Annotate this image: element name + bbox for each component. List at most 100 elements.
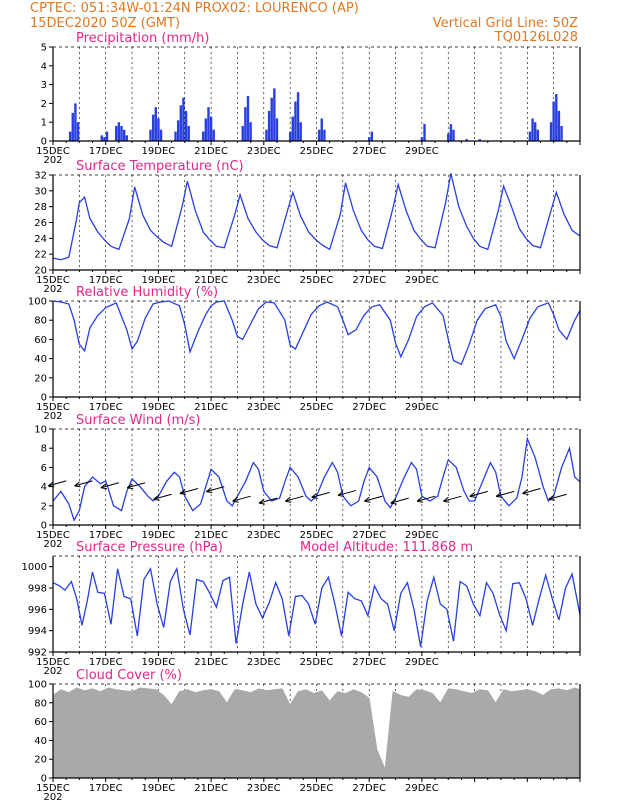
precipitation-bar (207, 107, 210, 141)
panel-6: Cloud Cover (%) 0 20 40 60 80 100 15DEC 17DEC 19D… (28, 668, 581, 800)
wind-arrow (232, 495, 251, 502)
precipitation-bar (294, 101, 297, 141)
panel-4: Surface Wind (m/s) 0 2 4 6 8 10 15DEC 17DEC 19DEC… (34, 413, 581, 550)
series-line (52, 173, 581, 261)
precipitation-bar (288, 131, 292, 141)
x-tick-label: 19DEC (142, 402, 176, 413)
y-tick-label: 8 (41, 444, 47, 455)
y-tick-label: 100 (28, 680, 47, 691)
y-tick-label: 3 (41, 80, 47, 91)
precipitation-bar (244, 107, 247, 141)
wind-arrow-head (548, 494, 555, 501)
precipitation-bar (174, 131, 177, 141)
x-tick-label: 17DEC (89, 530, 123, 541)
precipitation-bar (317, 129, 321, 141)
precipitation-bar (184, 110, 188, 141)
precipitation-bar (246, 95, 250, 141)
precipitation-bar (212, 129, 215, 141)
precipitation-bar (179, 105, 182, 141)
x-tick-label: 27DEC (352, 783, 386, 794)
precipitation-bar (267, 110, 271, 141)
y-tick-label: 28 (34, 202, 47, 213)
precipitation-bar (103, 137, 106, 141)
y-tick-label: 22 (34, 250, 47, 261)
panel-subtitle: Model Altitude: 111.868 m (300, 540, 473, 555)
panels: Precipitation (mm/h) 0 1 2 3 4 5 15DEC 17DEC 19DE… (22, 31, 581, 800)
x-tick-label: 15DEC (36, 530, 70, 541)
panel-title: Cloud Cover (%) (76, 668, 182, 683)
y-tick-label: 10 (34, 425, 47, 436)
y-tick-label: 1 (41, 118, 47, 129)
x-tick-label: 19DEC (142, 783, 176, 794)
x-tick-label: 25DEC (300, 402, 334, 413)
precipitation-bar (320, 118, 323, 141)
y-tick-label: 992 (28, 648, 47, 659)
y-tick-label: 994 (28, 626, 47, 637)
panel-title: Surface Temperature (nC) (76, 159, 244, 174)
precipitation-bar (176, 120, 180, 141)
x-tick-label: 15DEC (36, 146, 70, 157)
x-tick-label: 23DEC (247, 783, 281, 794)
precipitation-bar (536, 129, 540, 141)
panel-title: Precipitation (mm/h) (76, 31, 209, 46)
y-tick-label: 2 (41, 501, 47, 512)
y-tick-label: 0 (41, 521, 47, 532)
wind-arrow-head (100, 483, 107, 490)
wind-arrow-head (469, 492, 476, 498)
precipitation-bar (182, 97, 185, 141)
precipitation-bar (265, 129, 268, 141)
x-tick-label: 17DEC (89, 275, 123, 286)
panel-title: Surface Wind (m/s) (76, 413, 200, 428)
precipitation-bar (187, 125, 190, 141)
precipitation-bar (528, 131, 532, 141)
wind-arrow-head (522, 489, 529, 496)
series-line (52, 566, 581, 647)
precipitation-bar (249, 122, 252, 141)
precipitation-bar (100, 135, 103, 141)
wind-arrow-head (126, 483, 134, 490)
x-tick-label: 23DEC (247, 657, 281, 668)
x-tick-label: 17DEC (89, 402, 123, 413)
x-tick-label: 29DEC (405, 275, 439, 286)
wind-arrow (495, 490, 515, 497)
precipitation-bar (449, 124, 453, 141)
wind-arrow-head (205, 487, 213, 494)
precipitation-bar (531, 118, 534, 141)
x-tick-label: 27DEC (352, 402, 386, 413)
y-tick-label: 40 (34, 354, 47, 365)
x-tick-label: 17DEC (89, 146, 123, 157)
year-label: 202 (43, 284, 62, 295)
precipitation-bar (105, 131, 109, 141)
header-grid-line-note: Vertical Grid Line: 50Z (433, 16, 578, 31)
x-tick-label: 29DEC (405, 402, 439, 413)
x-tick-label: 19DEC (142, 657, 176, 668)
wind-arrow (153, 493, 172, 500)
precipitation-bar (275, 118, 279, 141)
precipitation-bar (159, 129, 163, 141)
precipitation-bar (71, 112, 74, 141)
x-tick-label: 21DEC (194, 783, 228, 794)
panel-3: Relative Humidity (%) 0 20 40 60 80 100 15DEC 17… (28, 285, 581, 422)
x-tick-label: 17DEC (89, 783, 123, 794)
precipitation-bar (560, 125, 563, 141)
wind-arrow-head (364, 496, 371, 503)
wind-arrow (416, 495, 436, 502)
precipitation-bar (273, 88, 276, 141)
cloud-cover-area (52, 687, 581, 779)
x-tick-label: 15DEC (36, 657, 70, 668)
precipitation-bar (115, 125, 118, 141)
year-label: 202 (43, 666, 62, 677)
panel-title: Surface Pressure (hPa) (76, 540, 223, 555)
panel-2: Surface Temperature (nC) 20 22 24 26 28 30 32 15… (34, 159, 581, 295)
y-tick-label: 4 (41, 61, 47, 72)
y-tick-label: 26 (34, 218, 47, 229)
y-tick-label: 996 (28, 605, 47, 616)
precipitation-bar (557, 110, 561, 141)
wind-arrow-head (153, 494, 160, 501)
x-tick-label: 29DEC (405, 657, 439, 668)
wind-arrow-head (179, 489, 187, 496)
y-tick-label: 60 (34, 335, 47, 346)
precipitation-bar (125, 135, 128, 141)
precipitation-bar (423, 124, 426, 141)
wind-arrow (127, 482, 146, 489)
